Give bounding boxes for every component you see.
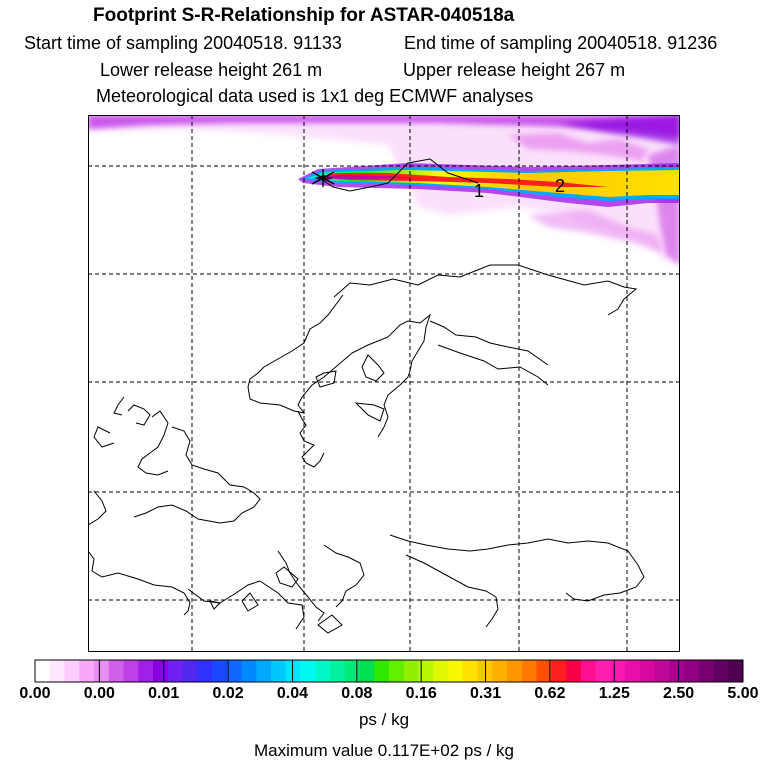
colorbar-swatch: [285, 660, 301, 682]
colorbar-unit: ps / kg: [358, 710, 410, 729]
colorbar-swatch: [374, 660, 390, 682]
colorbar-tick-label: 0.31: [469, 685, 502, 702]
colorbar-swatch: [507, 660, 523, 682]
footprint-map: 1 2: [88, 115, 680, 652]
colorbar-tick-label: 5.00: [727, 685, 759, 702]
colorbar-swatch: [271, 660, 287, 682]
colorbar: [34, 659, 744, 683]
colorbar-swatch: [123, 660, 139, 682]
colorbar-swatch: [536, 660, 552, 682]
colorbar-tick-label: 0.00: [19, 685, 51, 702]
colorbar-swatch: [580, 660, 596, 682]
colorbar-swatch: [639, 660, 655, 682]
colorbar-swatch: [403, 660, 419, 682]
colorbar-swatch: [138, 660, 154, 682]
colorbar-swatch: [433, 660, 449, 682]
colorbar-swatch: [167, 660, 183, 682]
colorbar-swatch: [35, 660, 51, 682]
colorbar-swatch: [418, 660, 434, 682]
colorbar-swatch: [241, 660, 257, 682]
meteorological-data-note: Meteorological data used is 1x1 deg ECMW…: [96, 86, 534, 106]
colorbar-swatch: [492, 660, 508, 682]
sampling-start-time: Start time of sampling 20040518. 91133: [24, 33, 342, 53]
colorbar-swatch: [713, 660, 729, 682]
colorbar-swatch: [389, 660, 405, 682]
colorbar-tick-label: 1.25: [598, 685, 630, 702]
colorbar-swatch: [153, 660, 169, 682]
coastlines: [88, 158, 645, 634]
colorbar-swatch: [212, 660, 228, 682]
colorbar-swatch: [595, 660, 611, 682]
colorbar-swatch: [300, 660, 316, 682]
colorbar-swatch: [182, 660, 198, 682]
maximum-value: Maximum value 0.117E+02 ps / kg: [253, 741, 515, 760]
upper-release-height: Upper release height 267 m: [403, 60, 626, 80]
lower-release-height: Lower release height 261 m: [100, 60, 323, 80]
colorbar-swatch: [669, 660, 685, 682]
colorbar-swatch: [684, 660, 700, 682]
colorbar-swatch: [344, 660, 360, 682]
colorbar-swatch: [79, 660, 95, 682]
colorbar-swatch: [315, 660, 331, 682]
sampling-end-time: End time of sampling 20040518. 91236: [404, 33, 718, 53]
colorbar-tick-label: 0.08: [341, 685, 373, 702]
colorbar-swatch: [566, 660, 582, 682]
colorbar-swatch: [521, 660, 537, 682]
colorbar-tick-label: 0.16: [405, 685, 437, 702]
colorbar-tick-label: 0.01: [148, 685, 180, 702]
map-label-2: 2: [555, 176, 565, 196]
colorbar-swatch: [625, 660, 641, 682]
colorbar-swatch: [197, 660, 213, 682]
colorbar-swatch: [49, 660, 65, 682]
colorbar-tick-label: 0.62: [534, 685, 566, 702]
colorbar-swatch: [94, 660, 110, 682]
colorbar-tick-label: 0.00: [83, 685, 115, 702]
colorbar-swatch: [728, 660, 744, 682]
colorbar-swatch: [551, 660, 567, 682]
map-label-1: 1: [474, 181, 484, 201]
colorbar-swatch: [359, 660, 375, 682]
colorbar-tick-label: 0.04: [276, 685, 309, 702]
colorbar-swatch: [256, 660, 272, 682]
colorbar-swatch: [330, 660, 346, 682]
colorbar-swatch: [226, 660, 242, 682]
colorbar-swatch: [462, 660, 478, 682]
colorbar-swatch: [654, 660, 670, 682]
colorbar-swatch: [64, 660, 80, 682]
colorbar-swatch: [108, 660, 124, 682]
colorbar-tick-label: 2.50: [663, 685, 695, 702]
map-frame: [88, 115, 680, 652]
colorbar-swatch: [610, 660, 626, 682]
colorbar-tick-label: 0.02: [212, 685, 244, 702]
colorbar-swatch: [698, 660, 714, 682]
plot-title: Footprint S-R-Relationship for ASTAR-040…: [93, 5, 515, 26]
colorbar-frame: [34, 659, 744, 683]
colorbar-swatch: [448, 660, 464, 682]
release-point-marker: [311, 169, 335, 187]
